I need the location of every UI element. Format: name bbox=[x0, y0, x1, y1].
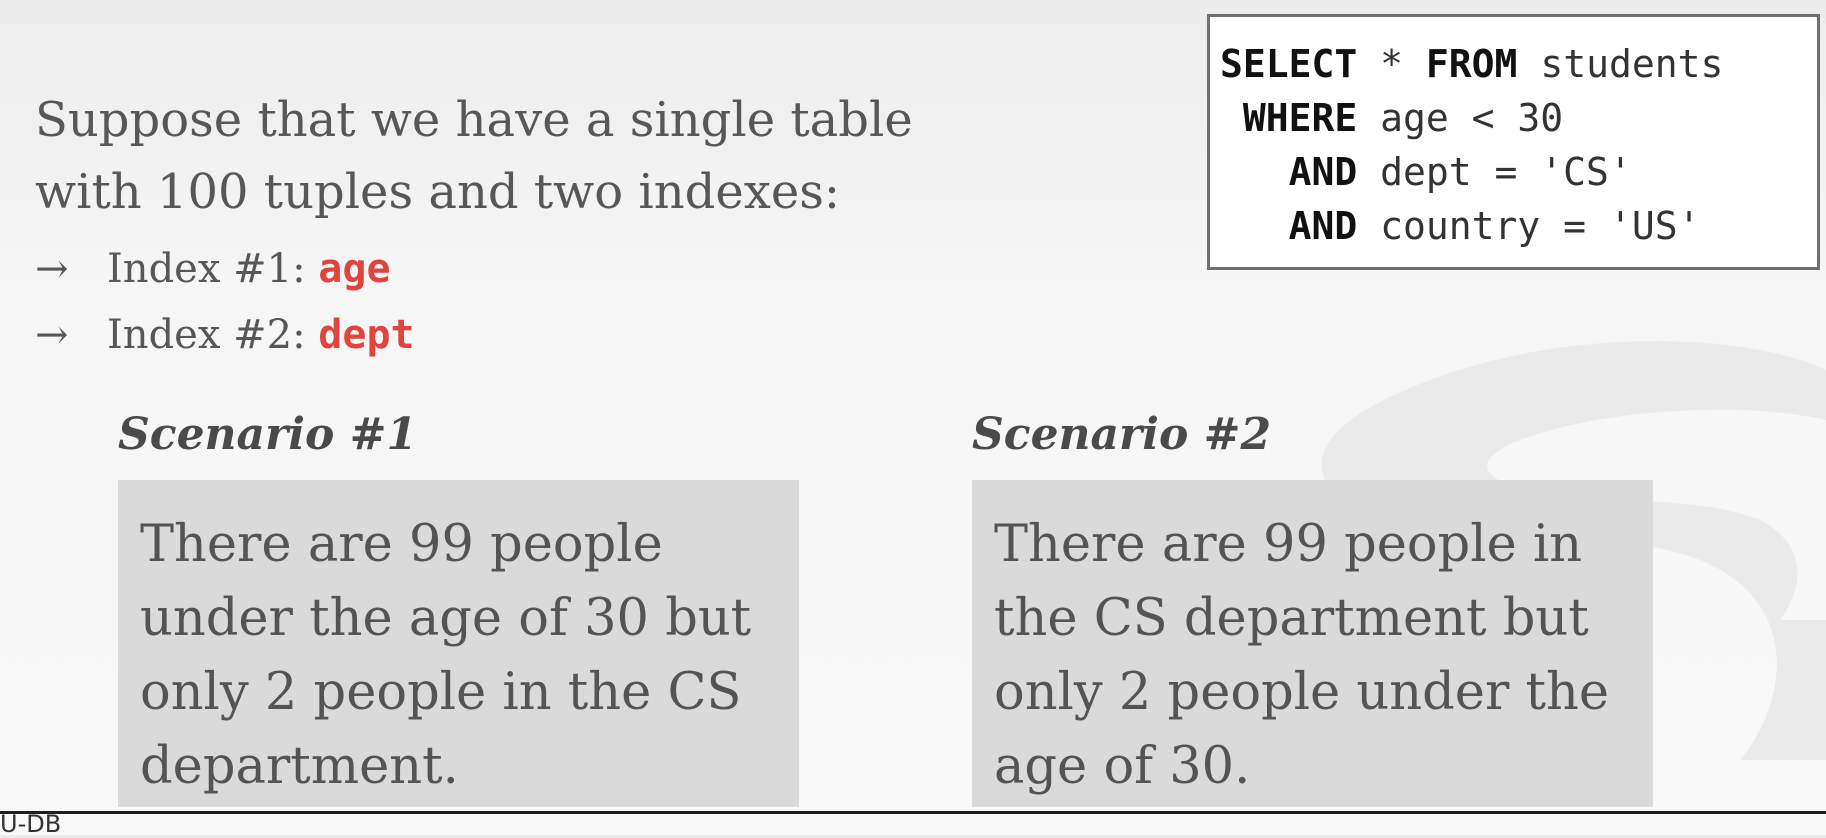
scenario-line: There are 99 people bbox=[140, 515, 663, 574]
index-list: → Index #1: age → Index #2: dept bbox=[35, 236, 415, 368]
index-label: Index #2: bbox=[107, 312, 319, 358]
index-label: Index #1: bbox=[107, 246, 319, 292]
sql-text: * bbox=[1357, 42, 1426, 86]
sql-text: age < 30 bbox=[1357, 96, 1564, 140]
sql-text: dept = 'CS' bbox=[1357, 150, 1632, 194]
scenario-line: under the age of 30 but bbox=[140, 589, 752, 648]
sql-keyword: AND bbox=[1220, 150, 1358, 194]
scenario-line: only 2 people under the bbox=[994, 663, 1610, 722]
scenario-line: age of 30. bbox=[994, 737, 1251, 796]
arrow-right-icon: → bbox=[35, 246, 69, 292]
index-item-age: → Index #1: age bbox=[35, 236, 415, 302]
sql-keyword: FROM bbox=[1425, 42, 1518, 86]
footer-divider bbox=[0, 811, 1826, 814]
footer-logo-text: U-DB bbox=[0, 810, 62, 838]
index-key: dept bbox=[318, 312, 415, 358]
sql-keyword: SELECT bbox=[1220, 42, 1358, 86]
scenario-line: the CS department but bbox=[994, 589, 1589, 648]
sql-query-box: SELECT * FROM students WHERE age < 30 AN… bbox=[1207, 14, 1820, 270]
sql-keyword: WHERE bbox=[1220, 96, 1358, 140]
scenario-2-title: Scenario #2 bbox=[972, 409, 1272, 460]
scenario-1-box: There are 99 people under the age of 30 … bbox=[118, 480, 799, 807]
scenario-1-title: Scenario #1 bbox=[118, 409, 418, 460]
scenario-line: only 2 people in the CS bbox=[140, 663, 742, 722]
sql-text: country = 'US' bbox=[1357, 204, 1701, 248]
scenario-line: There are 99 people in bbox=[994, 515, 1583, 574]
scenario-line: department. bbox=[140, 737, 459, 796]
sql-text: students bbox=[1517, 42, 1724, 86]
intro-paragraph: Suppose that we have a single table with… bbox=[35, 84, 1035, 228]
intro-line-2: with 100 tuples and two indexes: bbox=[35, 164, 841, 220]
sql-keyword: AND bbox=[1220, 204, 1358, 248]
scenario-2-box: There are 99 people in the CS department… bbox=[972, 480, 1653, 807]
index-item-dept: → Index #2: dept bbox=[35, 302, 415, 368]
intro-line-1: Suppose that we have a single table bbox=[35, 92, 913, 148]
arrow-right-icon: → bbox=[35, 312, 69, 358]
index-key: age bbox=[318, 246, 391, 292]
